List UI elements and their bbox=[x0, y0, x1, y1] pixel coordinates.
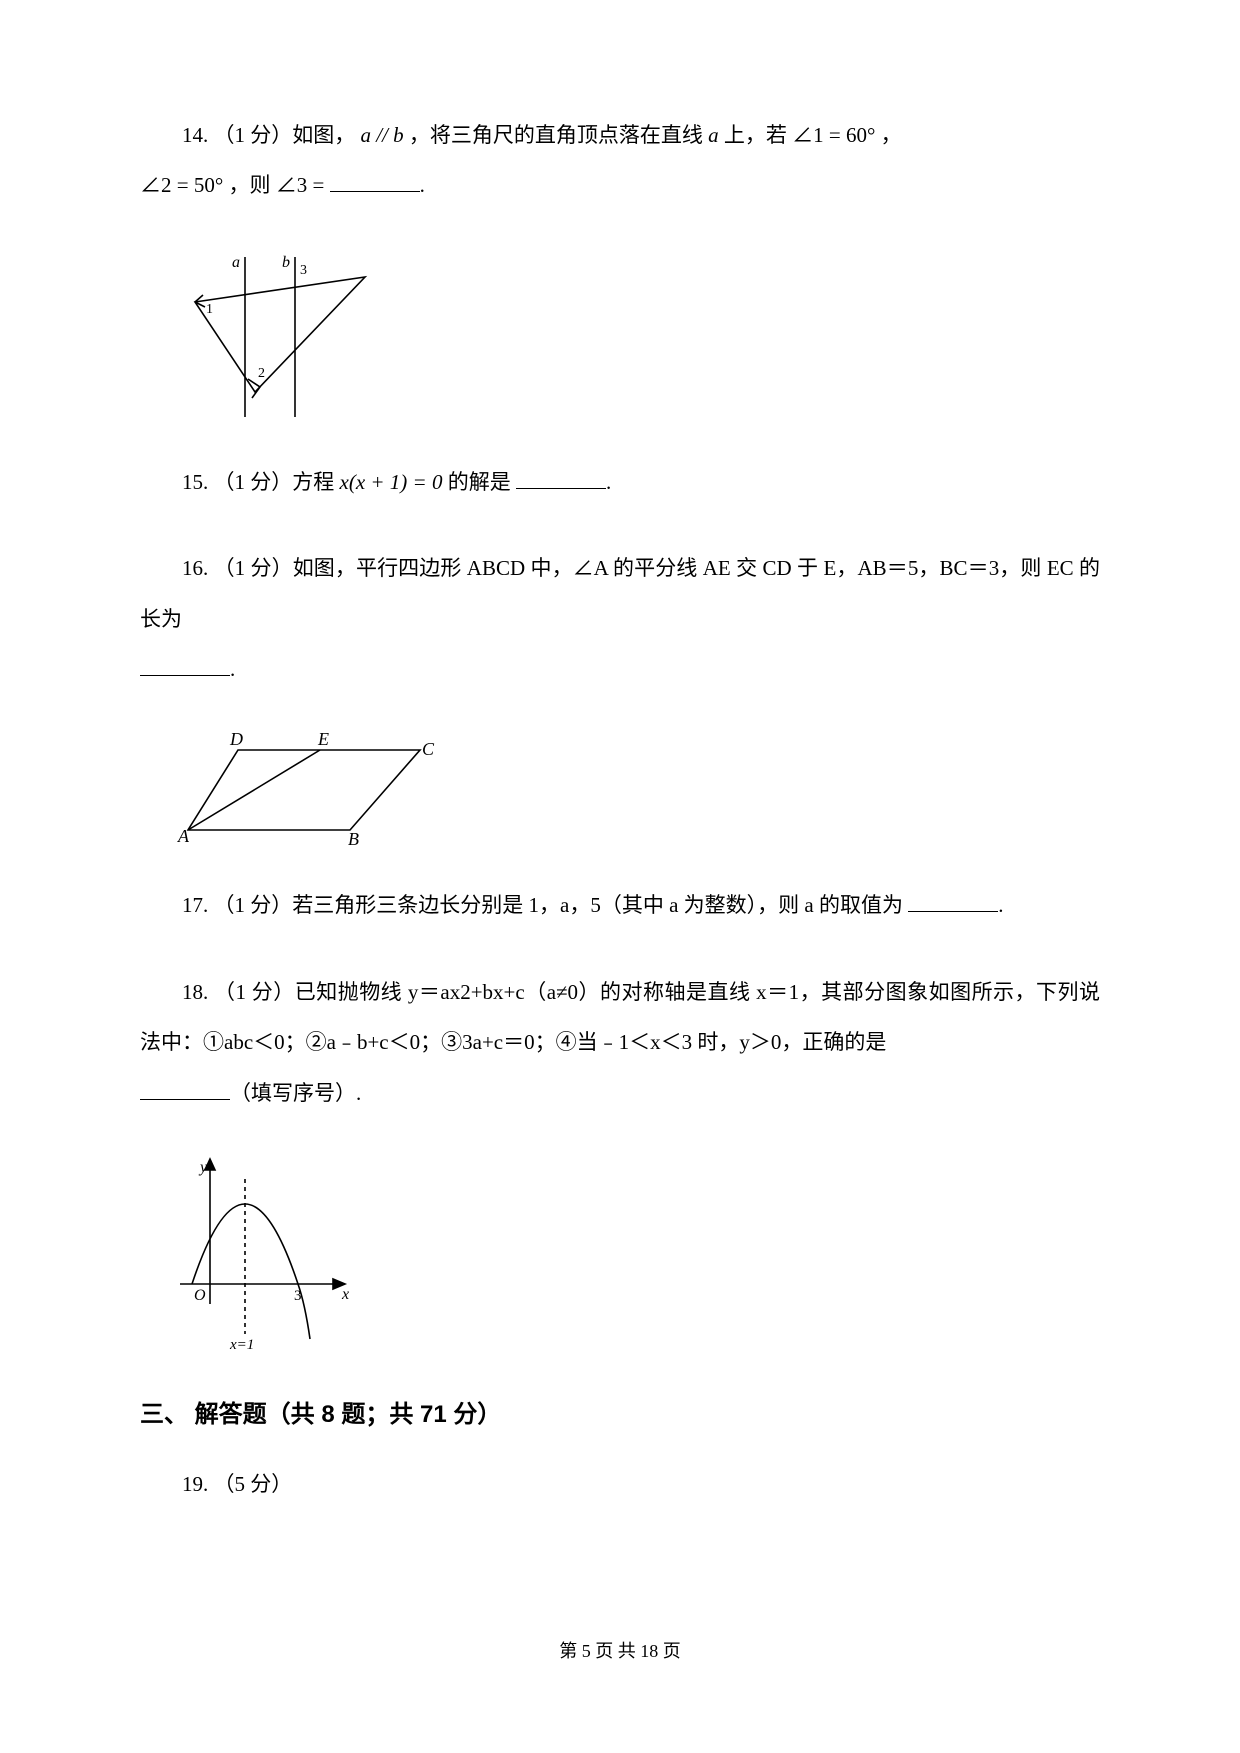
q16-svg: A B C D E bbox=[170, 730, 460, 850]
q14-math5: ∠3 bbox=[276, 173, 308, 197]
q14-blank bbox=[330, 170, 420, 192]
q14-math2: a bbox=[708, 123, 719, 147]
fig14-label-1: 1 bbox=[206, 302, 213, 317]
fig16-label-B: B bbox=[348, 829, 359, 849]
fig18-label-y: y bbox=[198, 1159, 208, 1176]
q14-t3: 上，若 bbox=[719, 123, 793, 147]
question-18: 18. （1 分）已知抛物线 y＝ax2+bx+c（a≠0）的对称轴是直线 x＝… bbox=[140, 967, 1100, 1118]
figure-q18: y x O 3 x=1 bbox=[170, 1154, 1100, 1354]
q15-t2: 的解是 bbox=[442, 470, 510, 494]
figure-q14: a b 1 2 3 bbox=[170, 247, 1100, 427]
q14-t2: ，将三角尺的直角顶点落在直线 bbox=[404, 123, 709, 147]
q14-t6: = bbox=[307, 173, 324, 197]
question-14: 14. （1 分）如图， a // b ，将三角尺的直角顶点落在直线 a 上，若… bbox=[140, 110, 1100, 211]
q16-period: . bbox=[230, 657, 235, 681]
q14-t5: ，则 bbox=[223, 173, 276, 197]
question-19: 19. （5 分） bbox=[140, 1459, 1100, 1509]
q18-points: （1 分） bbox=[214, 980, 295, 1004]
question-16: 16. （1 分）如图，平行四边形 ABCD 中，∠A 的平分线 AE 交 CD… bbox=[140, 543, 1100, 694]
q18-blank bbox=[140, 1078, 230, 1100]
q15-math1: x(x + 1) = 0 bbox=[340, 470, 443, 494]
q15-number: 15. bbox=[182, 470, 214, 494]
q15-period: . bbox=[606, 470, 611, 494]
fig18-label-3: 3 bbox=[294, 1288, 302, 1304]
fig16-label-E: E bbox=[317, 730, 329, 749]
fig18-label-axis: x=1 bbox=[229, 1337, 254, 1353]
section-3-title: 三、 解答题（共 8 题；共 71 分） bbox=[140, 1394, 1100, 1429]
q14-math1: a // b bbox=[361, 123, 404, 147]
q15-points: （1 分） bbox=[214, 470, 293, 494]
q14-math4: ∠2 = 50° bbox=[140, 173, 223, 197]
q17-text: 若三角形三条边长分别是 1，a，5（其中 a 为整数），则 a 的取值为 bbox=[292, 893, 903, 917]
q15-t1: 方程 bbox=[292, 470, 339, 494]
fig16-label-D: D bbox=[229, 730, 243, 749]
q16-number: 16. bbox=[182, 556, 214, 580]
q18-tail: （填写序号）. bbox=[230, 1081, 361, 1105]
q14-svg: a b 1 2 3 bbox=[170, 247, 390, 427]
q17-points: （1 分） bbox=[214, 893, 293, 917]
footer-p2: 页 共 bbox=[591, 1641, 641, 1661]
fig16-label-C: C bbox=[422, 739, 435, 759]
footer-total: 18 bbox=[640, 1641, 658, 1661]
footer-p3: 页 bbox=[658, 1641, 681, 1661]
q16-points: （1 分） bbox=[214, 556, 293, 580]
q19-points: （5 分） bbox=[214, 1472, 293, 1496]
q17-period: . bbox=[998, 893, 1003, 917]
q16-blank bbox=[140, 654, 230, 676]
fig18-label-O: O bbox=[194, 1287, 206, 1304]
footer-p1: 第 bbox=[559, 1641, 582, 1661]
q19-number: 19. bbox=[182, 1472, 214, 1496]
q14-period: . bbox=[420, 173, 425, 197]
figure-q16: A B C D E bbox=[170, 730, 1100, 850]
q14-t4: ， bbox=[875, 123, 901, 147]
page: 14. （1 分）如图， a // b ，将三角尺的直角顶点落在直线 a 上，若… bbox=[0, 0, 1240, 1753]
q14-points: （1 分） bbox=[214, 123, 293, 147]
page-footer: 第 5 页 共 18 页 bbox=[0, 1637, 1240, 1663]
fig14-label-2: 2 bbox=[258, 366, 265, 381]
footer-current: 5 bbox=[582, 1641, 591, 1661]
q14-number: 14. bbox=[182, 123, 214, 147]
fig18-label-x: x bbox=[341, 1286, 349, 1303]
question-15: 15. （1 分）方程 x(x + 1) = 0 的解是 . bbox=[140, 457, 1100, 507]
fig14-label-3: 3 bbox=[300, 263, 307, 278]
q18-svg: y x O 3 x=1 bbox=[170, 1154, 360, 1354]
q15-blank bbox=[516, 467, 606, 489]
q17-blank bbox=[908, 890, 998, 912]
fig14-label-b: b bbox=[282, 254, 290, 271]
q14-math3: ∠1 = 60° bbox=[792, 123, 875, 147]
q17-number: 17. bbox=[182, 893, 214, 917]
question-17: 17. （1 分）若三角形三条边长分别是 1，a，5（其中 a 为整数），则 a… bbox=[140, 880, 1100, 930]
q14-t1: 如图， bbox=[292, 123, 355, 147]
q18-number: 18. bbox=[182, 980, 214, 1004]
fig16-label-A: A bbox=[177, 826, 190, 846]
fig14-label-a: a bbox=[232, 254, 240, 271]
